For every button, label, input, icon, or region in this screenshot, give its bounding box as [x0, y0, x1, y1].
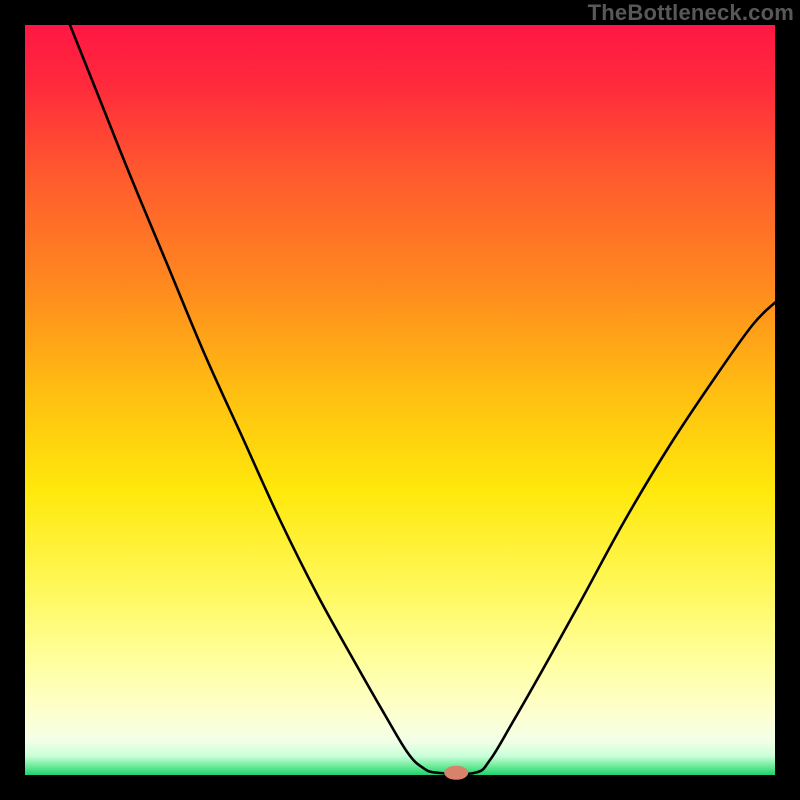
attribution-label: TheBottleneck.com	[588, 0, 794, 26]
gradient-background	[25, 25, 775, 775]
bottleneck-marker	[444, 766, 468, 780]
bottleneck-chart	[0, 0, 800, 800]
chart-stage: TheBottleneck.com	[0, 0, 800, 800]
